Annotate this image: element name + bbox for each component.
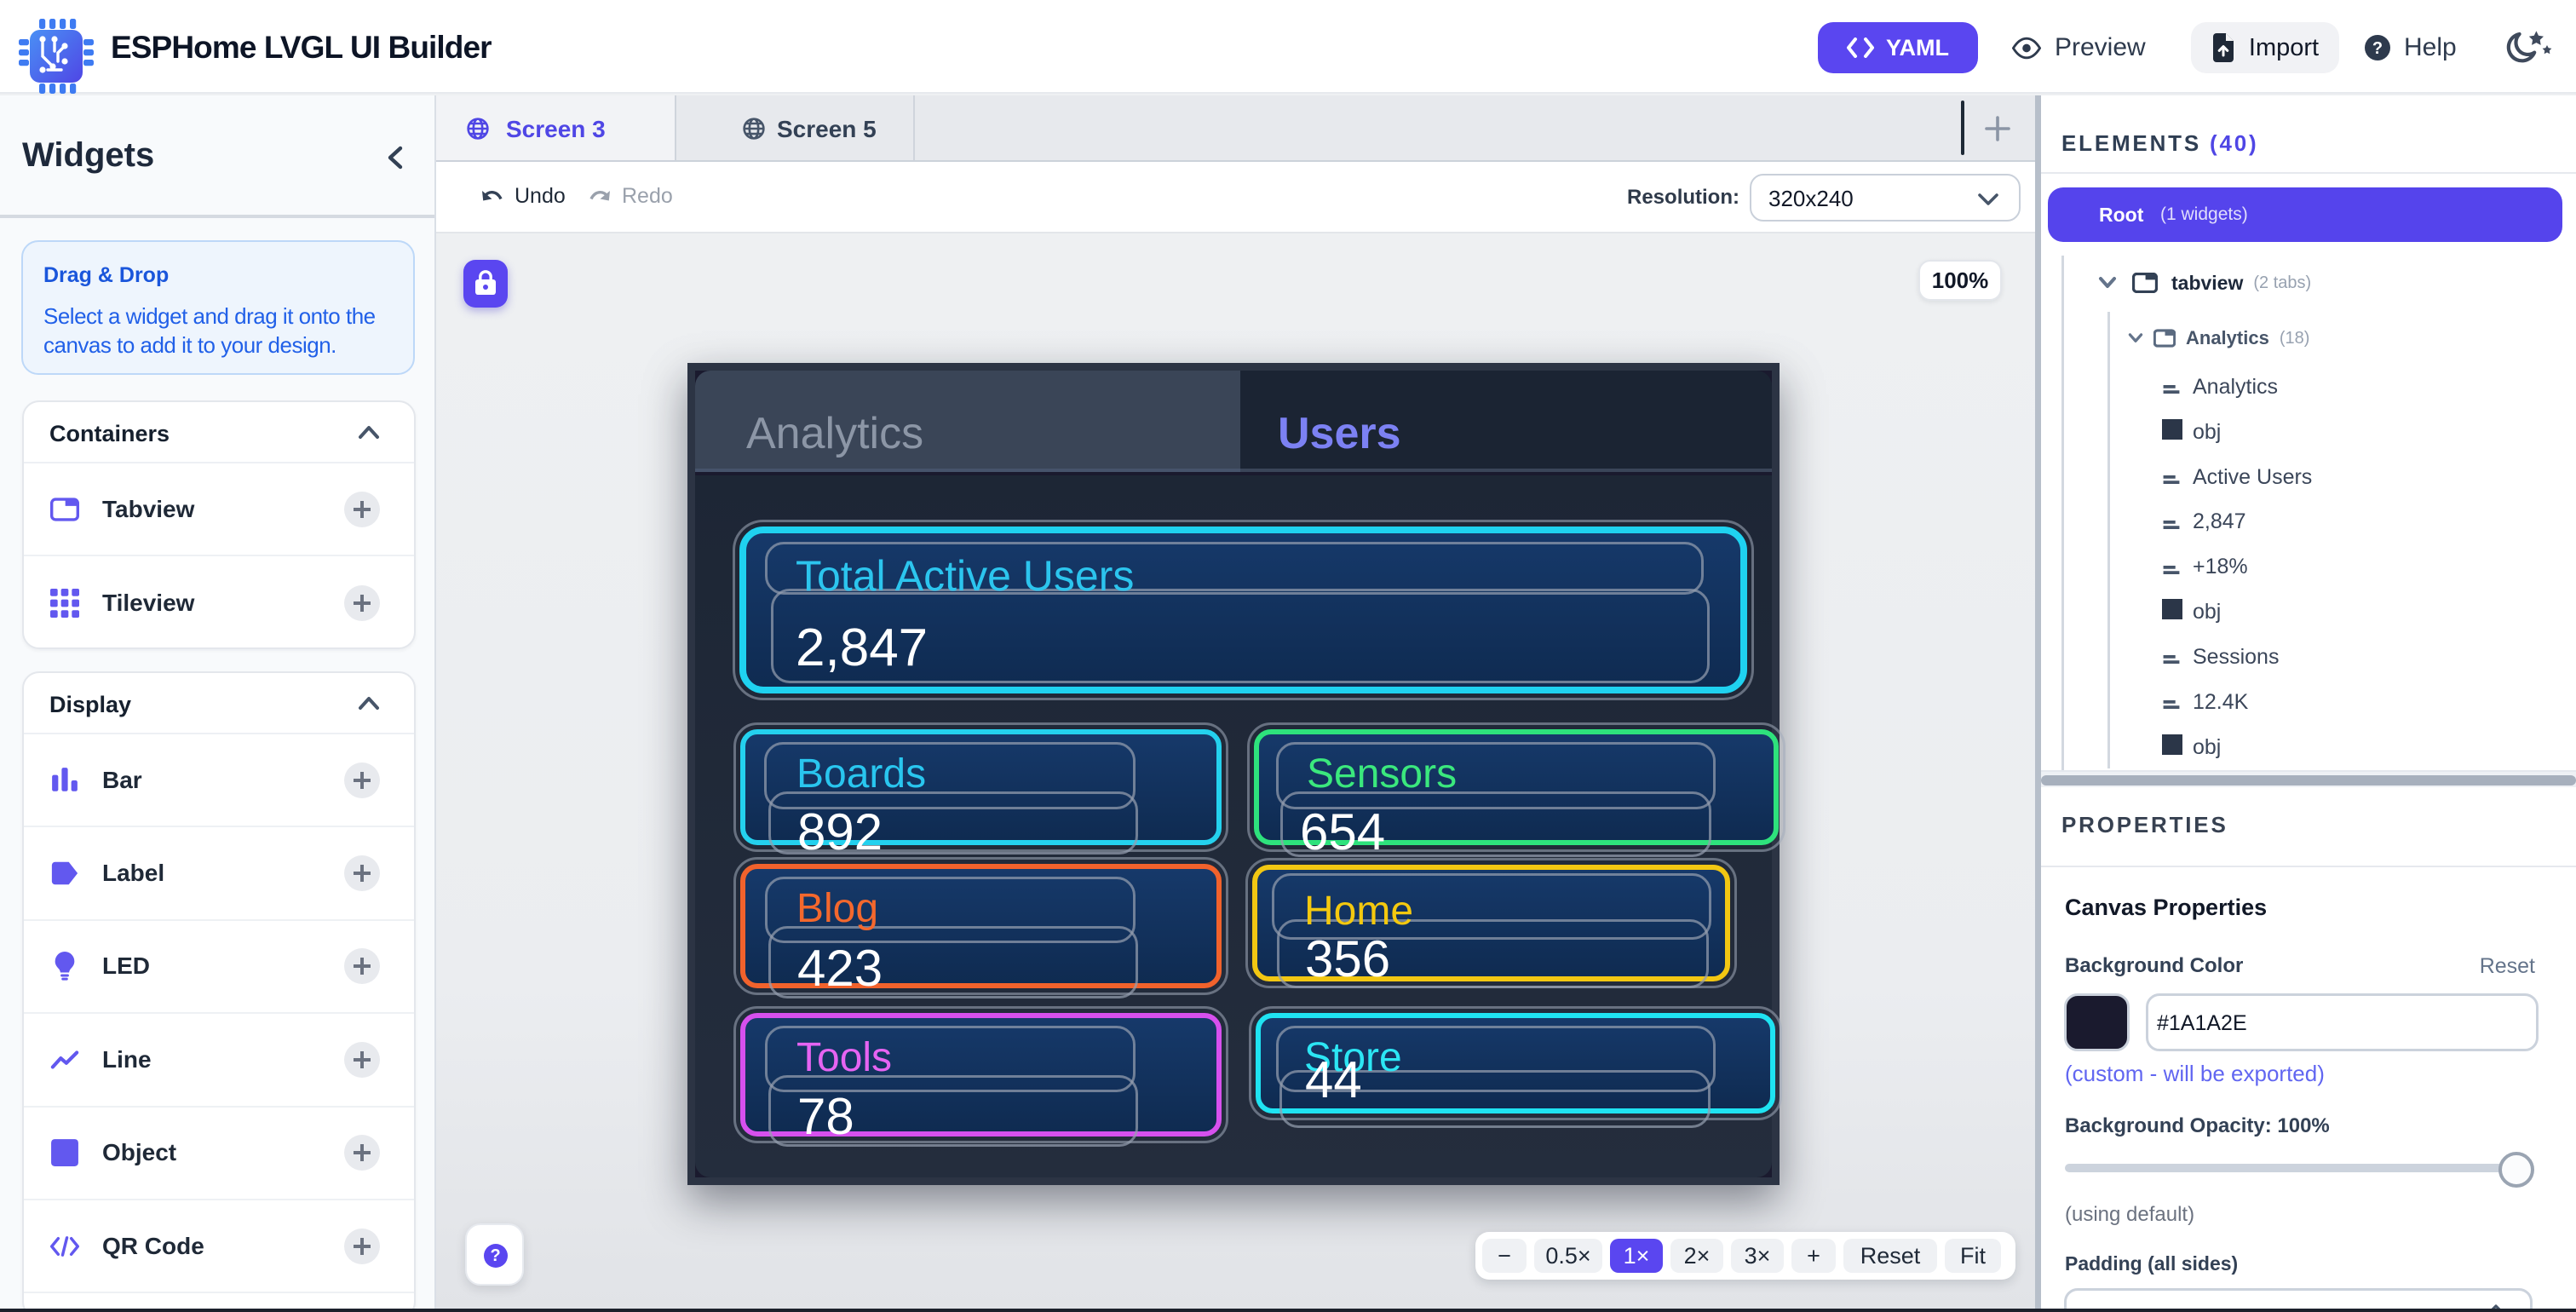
svg-text:?: ? — [2372, 39, 2383, 58]
